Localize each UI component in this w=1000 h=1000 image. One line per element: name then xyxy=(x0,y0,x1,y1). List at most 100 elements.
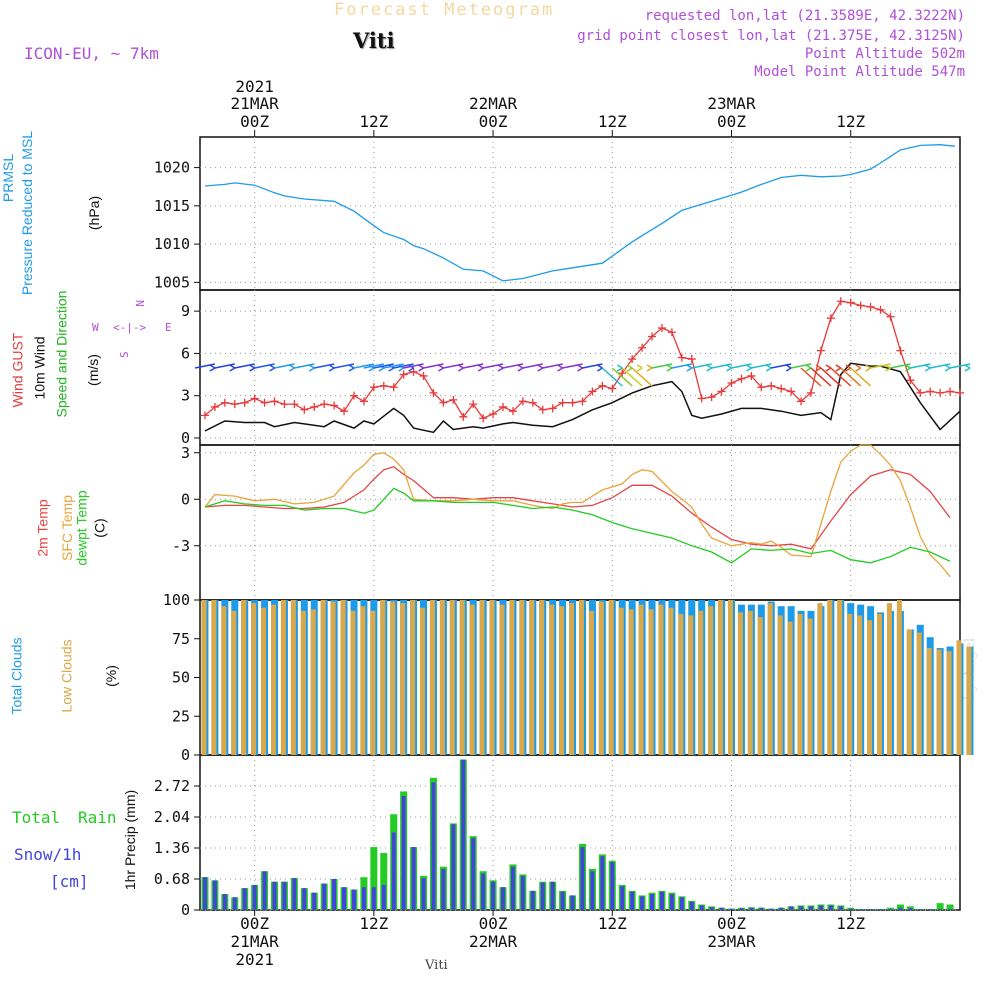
wind10m-series-line xyxy=(204,362,961,434)
low-cloud-bar xyxy=(509,600,515,755)
snow-bar xyxy=(570,895,575,910)
y-tick-label: 0 xyxy=(181,490,190,508)
snow-bar xyxy=(371,887,376,910)
rain-label-1: Total xyxy=(12,808,61,827)
bottom-date-label: 22MAR xyxy=(469,932,518,951)
gust-point xyxy=(618,369,627,378)
low-cloud-bar xyxy=(320,600,326,755)
low-cloud-bar xyxy=(728,600,734,755)
wind-direction-barb xyxy=(810,364,832,387)
footer-location: Viti xyxy=(425,958,448,973)
low-cloud-bar xyxy=(648,609,654,755)
snow-bar xyxy=(222,894,227,910)
gust-point xyxy=(379,381,388,390)
compass-w: W xyxy=(92,321,99,334)
dewpt-series-line xyxy=(204,487,951,564)
low-cloud-bar xyxy=(420,607,426,755)
low-cloud-bar xyxy=(578,600,584,755)
low-cloud-bar xyxy=(261,607,267,755)
low-cloud-bar xyxy=(390,601,396,755)
snow-bar xyxy=(242,888,247,910)
wind-direction-barb xyxy=(214,363,236,372)
bottom-hour-label: 12Z xyxy=(598,914,627,933)
low-cloud-bar xyxy=(608,600,614,755)
snow-bar xyxy=(948,909,953,910)
wind-direction-barb xyxy=(850,364,872,387)
low-cloud-bar xyxy=(221,606,227,755)
low-cloud-bar xyxy=(360,606,366,755)
gust-point xyxy=(260,398,269,407)
snow-bar xyxy=(729,908,734,910)
wind-direction-barb xyxy=(274,363,295,372)
bottom-hour-label: 12Z xyxy=(836,914,865,933)
y-tick-label: 25 xyxy=(172,707,190,725)
wind-direction-barb xyxy=(294,363,315,372)
low-cloud-bar xyxy=(410,600,416,755)
wind-direction-barb xyxy=(949,363,971,372)
snow-bar xyxy=(520,875,525,910)
y-tick-label: 6 xyxy=(181,344,190,362)
snow-bar xyxy=(411,847,416,910)
gust-point xyxy=(469,400,478,409)
rain-bar xyxy=(946,904,954,910)
wind-direction-barb xyxy=(790,363,812,372)
low-cloud-bar xyxy=(767,603,773,755)
gust-point xyxy=(956,388,964,397)
gust-point xyxy=(906,376,915,385)
y-tick-label: 1.36 xyxy=(154,839,190,857)
wind-direction-barb xyxy=(423,363,444,372)
snow-bar xyxy=(779,907,784,910)
gust-point xyxy=(399,370,408,379)
snow-bar xyxy=(818,905,823,910)
chart-title: Forecast Meteogram xyxy=(334,0,555,20)
low-cloud-bar xyxy=(807,618,813,755)
snow-bar xyxy=(491,881,496,910)
wind-direction-barb xyxy=(751,363,772,372)
wind-direction-barb xyxy=(333,363,355,372)
gust-point xyxy=(747,371,756,380)
snow-bar xyxy=(421,878,426,910)
gust-point xyxy=(419,371,428,380)
low-cloud-bar xyxy=(499,604,505,755)
snow-bar xyxy=(938,909,943,910)
low-cloud-bar xyxy=(479,600,485,755)
low-cloud-bar xyxy=(827,600,833,755)
y-tick-label: 100 xyxy=(163,591,190,609)
y-tick-label: -3 xyxy=(172,537,190,555)
low-cloud-bar xyxy=(211,600,217,755)
rain-bar xyxy=(896,904,904,910)
wind-direction-barb xyxy=(890,363,911,372)
snow-bar xyxy=(769,908,774,910)
gust-point xyxy=(846,298,855,307)
gust-point xyxy=(200,411,209,420)
y-tick-label: 0 xyxy=(181,429,190,447)
gust-point xyxy=(558,398,567,407)
gust-point xyxy=(220,398,229,407)
snow-bar xyxy=(431,782,436,910)
y-tick-label: 2.04 xyxy=(154,808,190,826)
snow-bar xyxy=(868,909,873,910)
snow-bar xyxy=(600,856,605,910)
wind-direction-barb xyxy=(731,363,752,372)
snow-bar xyxy=(381,884,386,910)
snow-bar xyxy=(679,897,684,910)
pressure-series-line xyxy=(204,144,956,282)
low-cloud-bar xyxy=(877,613,883,755)
snow-bar xyxy=(471,837,476,910)
low-cloud-bar xyxy=(708,606,714,755)
snow-bar xyxy=(202,877,207,910)
gust-point xyxy=(578,397,587,406)
gust-point xyxy=(926,387,935,396)
low-cloud-bar xyxy=(966,646,972,755)
gust-point xyxy=(240,398,249,407)
gust-point xyxy=(300,405,309,414)
low-cloud-bar xyxy=(519,600,525,755)
snow-bar xyxy=(232,897,237,910)
low-cloud-bar xyxy=(459,600,465,755)
low-cloud-bar xyxy=(400,603,406,755)
gust-point xyxy=(816,346,825,355)
gust-point xyxy=(499,402,508,411)
gust-point xyxy=(648,332,657,341)
low-cloud-bar xyxy=(847,613,853,755)
snow-bar xyxy=(689,901,694,910)
